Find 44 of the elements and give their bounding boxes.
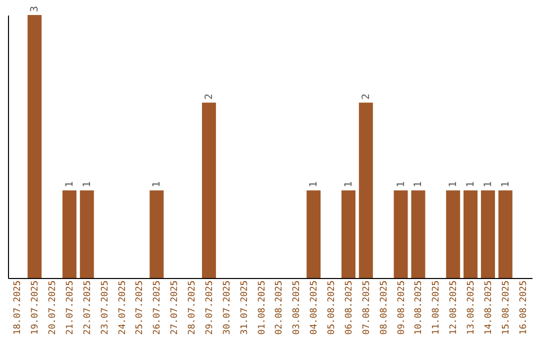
data-label: 1 — [413, 181, 424, 188]
x-tick-label: 12.08.2025 — [449, 280, 460, 335]
x-tick-label: 08.08.2025 — [379, 280, 390, 335]
x-tick-label: 13.08.2025 — [466, 280, 477, 335]
x-tick-label: 02.08.2025 — [274, 280, 285, 335]
x-tick-label: 28.07.2025 — [188, 280, 198, 335]
x-tick-label: 31.07.2025 — [240, 280, 250, 335]
x-tick-label: 05.08.2025 — [327, 280, 338, 335]
data-label: 1 — [482, 181, 494, 188]
x-tick-label: 16.08.2025 — [518, 280, 529, 335]
x-tick-label: 20.07.2025 — [48, 280, 58, 335]
x-tick-label: 24.07.2025 — [118, 280, 128, 335]
x-tick-label: 03.08.2025 — [292, 280, 302, 335]
data-label: 1 — [500, 181, 512, 188]
data-label: 1 — [396, 181, 407, 188]
data-label: 1 — [64, 181, 76, 188]
data-label: 1 — [448, 181, 460, 188]
x-tick-label: 11.08.2025 — [432, 280, 442, 335]
data-label: 2 — [204, 94, 215, 100]
data-label: 1 — [466, 181, 477, 188]
x-tick-label: 15.08.2025 — [501, 280, 512, 335]
x-tick-label: 19.07.2025 — [30, 280, 41, 335]
data-label: 1 — [343, 181, 354, 188]
x-tick-label: 23.07.2025 — [100, 280, 110, 335]
x-tick-label: 22.07.2025 — [82, 280, 93, 335]
data-label: 1 — [82, 181, 93, 188]
x-tick-label: 07.08.2025 — [362, 280, 372, 335]
x-tick-label: 27.07.2025 — [170, 280, 180, 335]
x-tick-label: 26.07.2025 — [152, 280, 163, 335]
x-tick-label: 14.08.2025 — [484, 280, 494, 335]
x-tick-label: 29.07.2025 — [204, 280, 215, 335]
x-tick-label: 04.08.2025 — [310, 280, 320, 335]
x-tick-label: 09.08.2025 — [396, 280, 407, 335]
x-tick-label: 18.07.2025 — [13, 280, 24, 335]
x-tick-label: 21.07.2025 — [65, 280, 76, 335]
x-tick-label: 01.08.2025 — [257, 280, 268, 335]
data-label: 1 — [308, 181, 320, 188]
data-label: 1 — [152, 181, 163, 188]
data-label: 3 — [30, 6, 41, 12]
x-tick-label: 06.08.2025 — [344, 280, 354, 335]
x-tick-label: 25.07.2025 — [135, 280, 146, 335]
data-label: 2 — [360, 94, 372, 100]
x-tick-label: 30.07.2025 — [222, 280, 232, 335]
x-tick-label: 10.08.2025 — [414, 280, 424, 335]
